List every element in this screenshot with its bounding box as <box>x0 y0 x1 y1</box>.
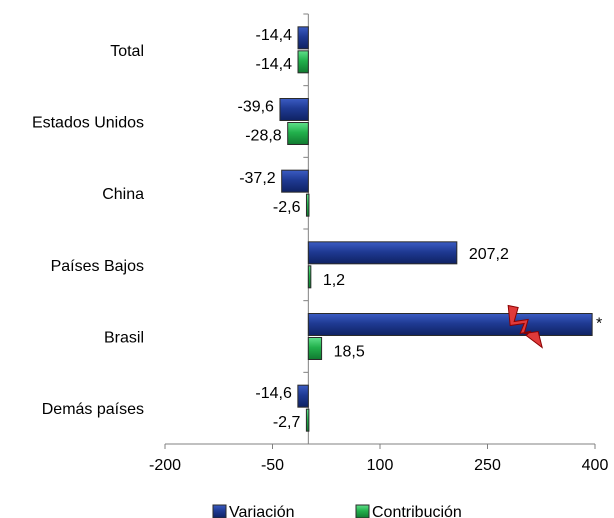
legend: Variación Contribución <box>212 504 462 518</box>
x-tick-label: -200 <box>149 457 181 474</box>
category-labels: Total Estados Unidos China Países Bajos Bras… <box>32 43 144 418</box>
x-tick-labels: -200 -50 100 250 400 <box>149 457 608 474</box>
category-label: Países Bajos <box>51 258 144 275</box>
bars <box>279 26 593 432</box>
category-label: Demás países <box>42 401 144 418</box>
legend-item: Contribución <box>355 504 462 518</box>
legend-swatch <box>212 504 227 518</box>
data-label: -14,4 <box>256 27 293 44</box>
annotation-asterisk: * <box>596 316 602 333</box>
bar-contribucion <box>307 265 312 289</box>
bar-variacion <box>297 384 309 408</box>
bar-contribucion <box>307 337 323 360</box>
legend-item: Variación <box>212 504 295 518</box>
x-tick-label: 100 <box>367 457 394 474</box>
legend-label: Variación <box>229 504 295 518</box>
data-label: -28,8 <box>245 128 282 145</box>
x-tick-label: 250 <box>474 457 501 474</box>
data-label: 18,5 <box>334 344 365 361</box>
bar-variacion <box>281 169 309 193</box>
axis-break-marker <box>507 304 543 349</box>
bar-contribucion <box>297 50 309 74</box>
bar-variacion <box>307 313 593 336</box>
data-label: 207,2 <box>469 246 509 263</box>
legend-swatch <box>355 504 370 518</box>
data-labels: -14,4 -14,4 -39,6 -28,8 -37,2 -2,6 207,2 1,2 18,… <box>237 27 602 431</box>
x-tick-label: 400 <box>582 457 609 474</box>
data-label: -37,2 <box>239 170 276 187</box>
data-label: -39,6 <box>237 99 274 116</box>
data-label: -2,7 <box>273 414 301 431</box>
bar-variacion <box>307 241 458 265</box>
category-label: Total <box>110 43 144 60</box>
category-label: Brasil <box>104 330 144 347</box>
data-label: -14,6 <box>255 385 292 402</box>
legend-label: Contribución <box>372 504 462 518</box>
data-label: -14,4 <box>256 56 293 73</box>
x-tick-label: -50 <box>261 457 284 474</box>
category-label: China <box>102 186 144 203</box>
bar-variacion <box>297 26 309 50</box>
bar-contribucion <box>305 193 310 217</box>
category-label: Estados Unidos <box>32 115 144 132</box>
data-label: 1,2 <box>323 272 345 289</box>
bar-contribucion <box>305 408 310 432</box>
bar-variacion <box>279 98 309 121</box>
axes <box>164 13 596 449</box>
bar-contribucion <box>287 122 309 145</box>
data-label: -2,6 <box>273 199 301 216</box>
